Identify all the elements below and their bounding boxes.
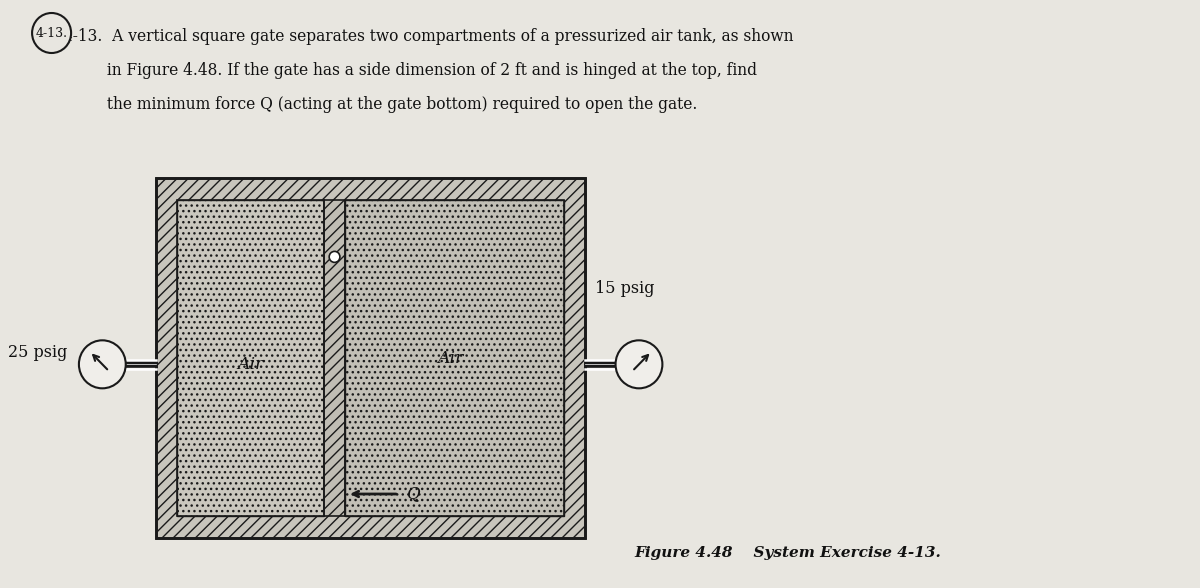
Bar <box>346 200 564 516</box>
Circle shape <box>79 340 126 388</box>
Text: Figure 4.48    System Exercise 4-13.: Figure 4.48 System Exercise 4-13. <box>634 546 941 560</box>
Bar <box>178 200 324 516</box>
Text: Air: Air <box>437 349 463 366</box>
Circle shape <box>616 340 662 388</box>
Circle shape <box>32 13 71 53</box>
Bar <box>156 178 586 538</box>
Text: 4-13.  A vertical square gate separates two compartments of a pressurized air ta: 4-13. A vertical square gate separates t… <box>64 28 793 45</box>
Text: the minimum force Q (acting at the gate bottom) required to open the gate.: the minimum force Q (acting at the gate … <box>64 96 697 113</box>
Text: 15 psig: 15 psig <box>595 280 654 297</box>
Text: 4-13.: 4-13. <box>36 26 67 39</box>
Bar <box>324 200 346 516</box>
Bar <box>346 200 564 516</box>
Text: Q: Q <box>407 486 420 503</box>
Bar <box>156 178 586 538</box>
Text: 25 psig: 25 psig <box>8 344 67 361</box>
Text: Air: Air <box>238 356 264 373</box>
Circle shape <box>329 252 340 262</box>
Text: in Figure 4.48. If the gate has a side dimension of 2 ft and is hinged at the to: in Figure 4.48. If the gate has a side d… <box>64 62 757 79</box>
Bar <box>178 200 324 516</box>
